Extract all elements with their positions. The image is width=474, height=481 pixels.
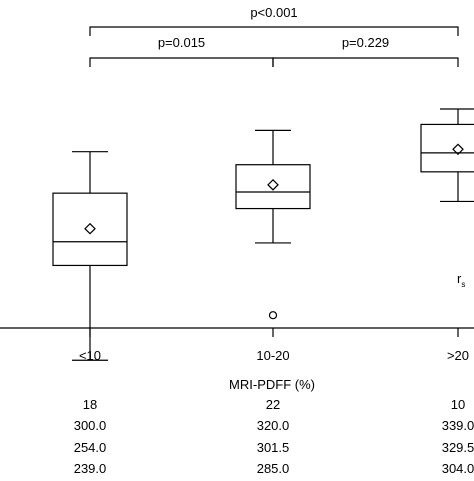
iqr-box: [52, 192, 128, 267]
box-group: [420, 108, 474, 203]
table-row: 18 22 10: [0, 397, 474, 417]
side-label-subscript: s: [461, 280, 465, 289]
table-cell: 18: [82, 397, 98, 412]
table-row: 300.0 320.0 339.0: [0, 418, 474, 438]
side-label: rs: [457, 271, 465, 289]
table-cell: 301.5: [256, 440, 290, 455]
comparison-bracket: [272, 57, 459, 67]
table-cell: 339.0: [441, 418, 474, 433]
p-value-label: p<0.001: [250, 5, 297, 20]
mean-marker: [452, 143, 464, 156]
table-row: 239.0 285.0 304.0: [0, 461, 474, 481]
comparison-bracket: [89, 57, 274, 67]
p-value-label: p=0.229: [342, 35, 389, 50]
table-cell: 254.0: [73, 440, 107, 455]
p-value-label: p=0.015: [158, 35, 205, 50]
x-tick-label: <10: [79, 348, 101, 363]
box-group: [235, 129, 311, 320]
outlier-point: [268, 311, 278, 320]
table-cell: 320.0: [256, 418, 290, 433]
table-cell: 300.0: [73, 418, 107, 433]
x-tick-label: >20: [447, 348, 469, 363]
mean-marker: [267, 179, 279, 191]
iqr-box: [235, 164, 311, 210]
iqr-box: [420, 123, 474, 173]
table-cell: 239.0: [73, 461, 107, 476]
table-row: 254.0 301.5 329.5: [0, 440, 474, 460]
table-cell: 22: [265, 397, 281, 412]
mean-marker: [84, 222, 96, 235]
x-tick-label: 10-20: [256, 348, 289, 363]
box-group: [52, 151, 128, 361]
table-cell: 304.0: [441, 461, 474, 476]
table-cell: 329.5: [441, 440, 474, 455]
comparison-bracket: [89, 26, 459, 36]
table-cell: 285.0: [256, 461, 290, 476]
table-cell: 10: [450, 397, 466, 412]
x-axis-label: MRI-PDFF (%): [229, 377, 315, 392]
